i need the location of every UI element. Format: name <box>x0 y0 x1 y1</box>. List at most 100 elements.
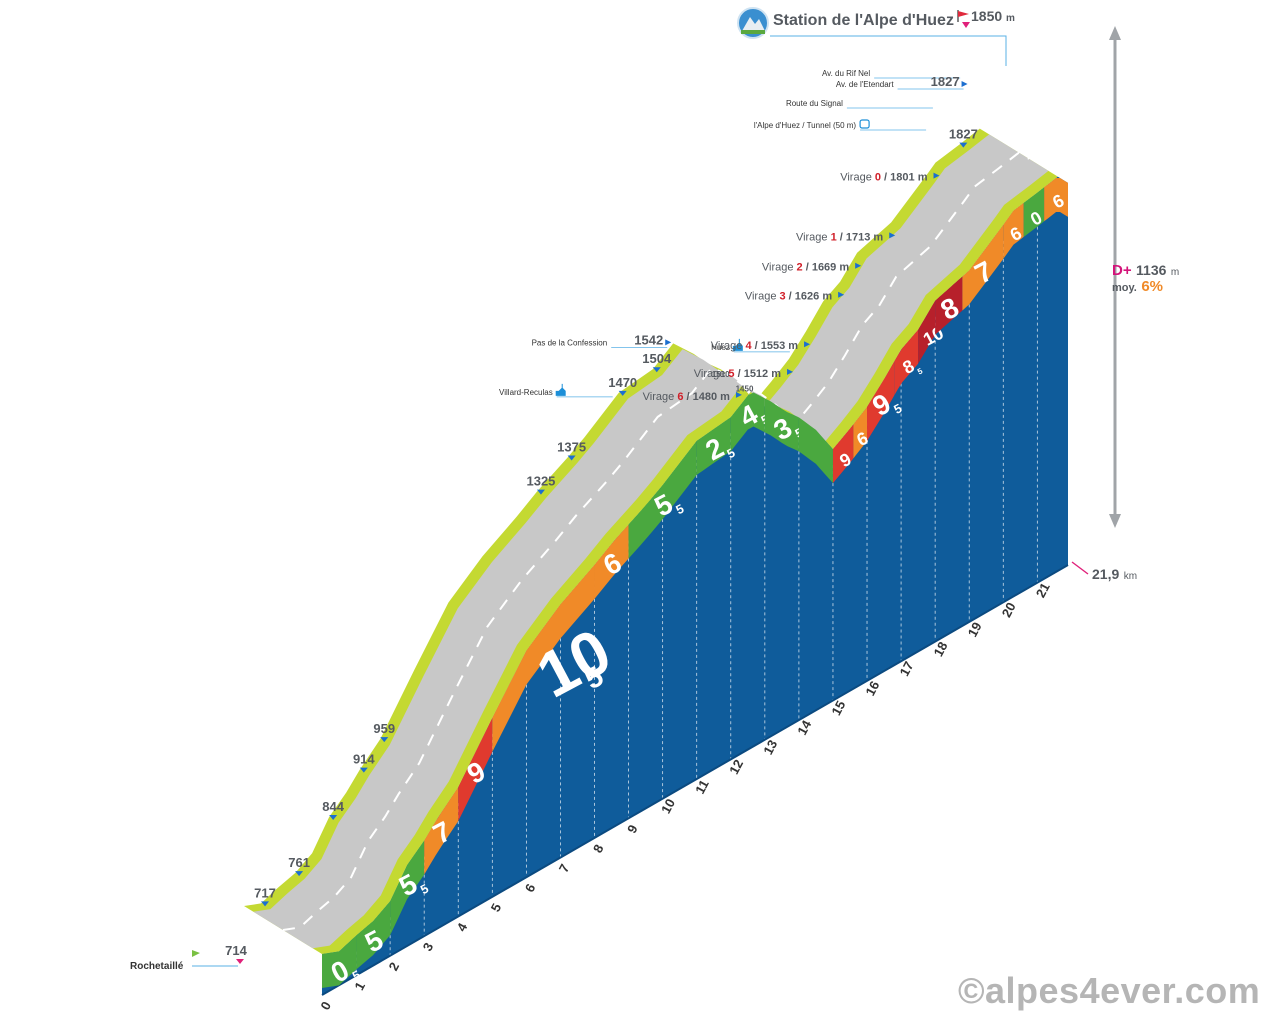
marker-triangle-icon <box>665 339 672 346</box>
hairpin-label: Virage 4 / 1553 m <box>711 340 798 352</box>
church-icon <box>732 338 743 351</box>
gradient-segment <box>424 787 459 875</box>
average-gradient-label: moy. <box>1112 282 1137 294</box>
end-distance-tick <box>1071 561 1089 575</box>
marker-triangle-icon <box>933 172 940 179</box>
marker-triangle-icon <box>536 489 545 495</box>
hairpin-number: 6 <box>677 391 683 403</box>
hairpin-altitude: / 1512 m <box>735 368 782 380</box>
hairpin-altitude: / 1480 m <box>683 391 730 403</box>
place-label: Villard-Reculas <box>499 388 553 397</box>
tunnel-icon <box>859 119 870 129</box>
km-tick-label: 19 <box>965 620 985 640</box>
gradient-segment <box>832 424 854 484</box>
place-label: l'Alpe d'Huez / Tunnel (50 m) <box>754 121 857 130</box>
altitude-label: 1325 <box>526 474 555 489</box>
km-tick-label: 9 <box>624 822 641 835</box>
summit-marker-icon <box>962 22 970 28</box>
hairpin-altitude: 1510 <box>712 370 730 379</box>
gradient-segment <box>356 901 391 970</box>
place-label: Av. de l'Etendart <box>836 80 894 89</box>
hairpin-label: Virage 1 / 1713 m <box>796 231 883 243</box>
hairpin-altitude: / 1553 m <box>752 340 799 352</box>
gradient-segment <box>730 392 765 452</box>
copyright-text: ©alpes4ever.com <box>958 970 1261 1011</box>
altitude-label: 844 <box>322 799 344 814</box>
gradient-segment <box>853 406 868 459</box>
totals-panel: D+ 1136 m moy. 6% <box>1112 262 1202 302</box>
end-distance-unit: km <box>1123 571 1138 582</box>
altitude-label: 761 <box>288 855 310 870</box>
km-tick-label: 15 <box>828 698 848 718</box>
copyright-watermark: ©alpes4ever.com <box>958 970 1260 1012</box>
km-tick-label: 3 <box>420 940 437 953</box>
km-tick-label: 10 <box>658 796 678 816</box>
altitude-label: 959 <box>373 721 395 736</box>
km-tick-label: 13 <box>760 737 780 757</box>
hairpin-altitude: / 1801 m <box>881 172 928 184</box>
gradient-segment <box>894 329 919 396</box>
gradient-segment <box>458 717 493 822</box>
elevation-gain-unit: m <box>1170 267 1180 278</box>
start-flag-icon <box>192 950 200 957</box>
km-tick-label: 5 <box>488 901 505 914</box>
average-gradient: moy. 6% <box>1112 278 1202 296</box>
hairpin-number: 1 <box>831 231 837 243</box>
km-tick-label: 12 <box>726 757 746 777</box>
km-tick-label: 20 <box>999 600 1019 620</box>
place-label: Huez <box>711 343 730 352</box>
profile-side-fill <box>322 176 1068 995</box>
elevation-gain-label: D+ <box>1112 262 1132 279</box>
marker-triangle-icon <box>804 341 811 348</box>
marker-triangle-icon <box>380 737 389 743</box>
gradient-segment <box>1044 178 1068 222</box>
arrow-down-icon <box>1109 514 1121 528</box>
marker-triangle-icon <box>295 871 304 877</box>
marker-triangle-icon <box>889 232 896 239</box>
summit-flag-icon <box>957 10 969 22</box>
place-label: Av. du Rif Nel <box>822 69 870 78</box>
page-title: Station de l'Alpe d'Huez <box>773 12 954 29</box>
hairpin-word: Virage <box>840 172 875 184</box>
altitude-label: 1827 <box>949 127 978 142</box>
average-gradient-value: 6% <box>1141 278 1163 295</box>
gradient-segment <box>322 935 357 988</box>
km-tick-label: 21 <box>1033 580 1053 600</box>
hairpin-label: Virage 3 / 1626 m <box>745 291 832 303</box>
marker-triangle-icon <box>652 367 661 373</box>
hairpin-label: Virage 2 / 1669 m <box>762 262 849 274</box>
summit-altitude: 1850 m <box>971 8 1015 24</box>
altitude-label: 1470 <box>608 375 637 390</box>
gradient-segment <box>764 398 799 452</box>
km-tick-label: 2 <box>386 960 403 973</box>
marker-triangle-icon <box>359 767 368 773</box>
place-label: Pas de la Confession <box>532 338 608 347</box>
marker-triangle-icon <box>787 368 794 375</box>
altitude-label: 1504 <box>642 351 672 366</box>
km-tick-label: 6 <box>522 881 539 894</box>
marker-triangle-icon <box>735 391 742 398</box>
hairpin-altitude: / 1713 m <box>837 231 884 243</box>
hairpin-word: Virage <box>643 391 678 403</box>
hairpin-altitude: 1450 <box>736 384 754 393</box>
start-marker-icon <box>236 959 244 964</box>
altitude-label: 914 <box>353 752 375 767</box>
km-tick-label: 11 <box>692 777 712 796</box>
hairpin-label: Virage 0 / 1801 m <box>840 172 927 184</box>
start-altitude: 714 <box>225 943 247 958</box>
profile-side-wall <box>321 176 1069 996</box>
summit-leader-line <box>770 35 1007 66</box>
mountain-logo-icon <box>737 7 769 39</box>
marker-triangle-icon <box>959 142 968 148</box>
hairpin-word: Virage <box>745 291 780 303</box>
start-place: Rochetaillé <box>130 956 183 974</box>
hairpin-number: 5 <box>728 368 734 380</box>
marker-triangle-icon <box>838 291 845 298</box>
gradient-segment <box>594 524 629 599</box>
marker-triangle-icon <box>329 815 338 821</box>
gradient-segment <box>935 276 963 335</box>
hairpin-label: Virage 6 / 1480 m <box>643 391 730 403</box>
profile-baseline <box>321 564 1069 996</box>
elevation-gain-value: 1136 <box>1136 262 1167 278</box>
